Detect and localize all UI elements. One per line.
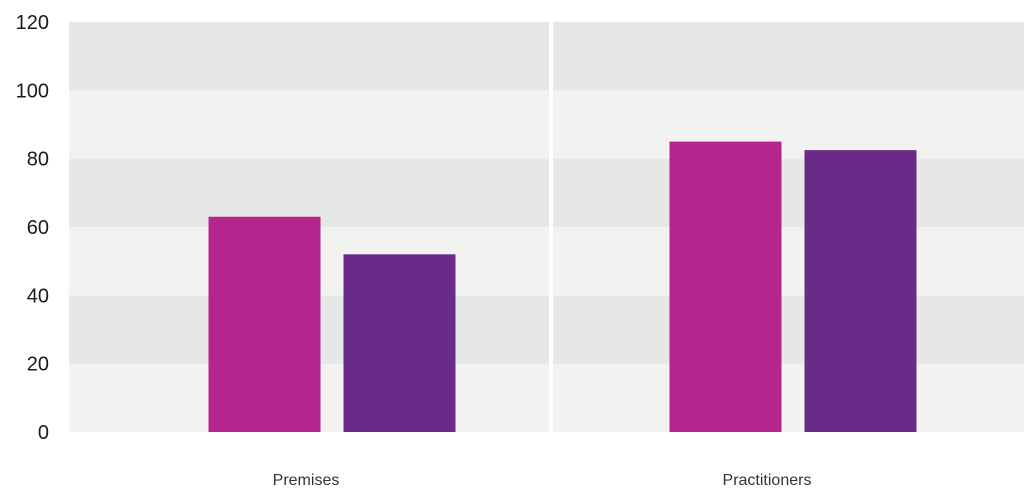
- y-tick-label: 60: [27, 217, 49, 239]
- background-band: [69, 22, 1024, 91]
- x-axis: Premises Practitioners: [273, 472, 812, 489]
- y-tick-label: 100: [16, 80, 49, 102]
- y-axis: 0 20 40 60 80 100 120: [16, 12, 49, 444]
- x-tick-label: Practitioners: [723, 472, 812, 489]
- y-tick-label: 20: [27, 354, 49, 376]
- bar: [669, 141, 782, 433]
- bar: [208, 216, 321, 432]
- bar: [804, 150, 917, 432]
- y-tick-label: 120: [16, 12, 49, 34]
- bar: [343, 254, 456, 432]
- y-tick-label: 40: [27, 285, 49, 307]
- y-tick-label: 0: [38, 422, 49, 444]
- bars: [208, 141, 917, 433]
- category-divider: [549, 22, 553, 435]
- background-band: [69, 90, 1024, 159]
- x-tick-label: Premises: [273, 472, 340, 489]
- y-tick-label: 80: [27, 149, 49, 171]
